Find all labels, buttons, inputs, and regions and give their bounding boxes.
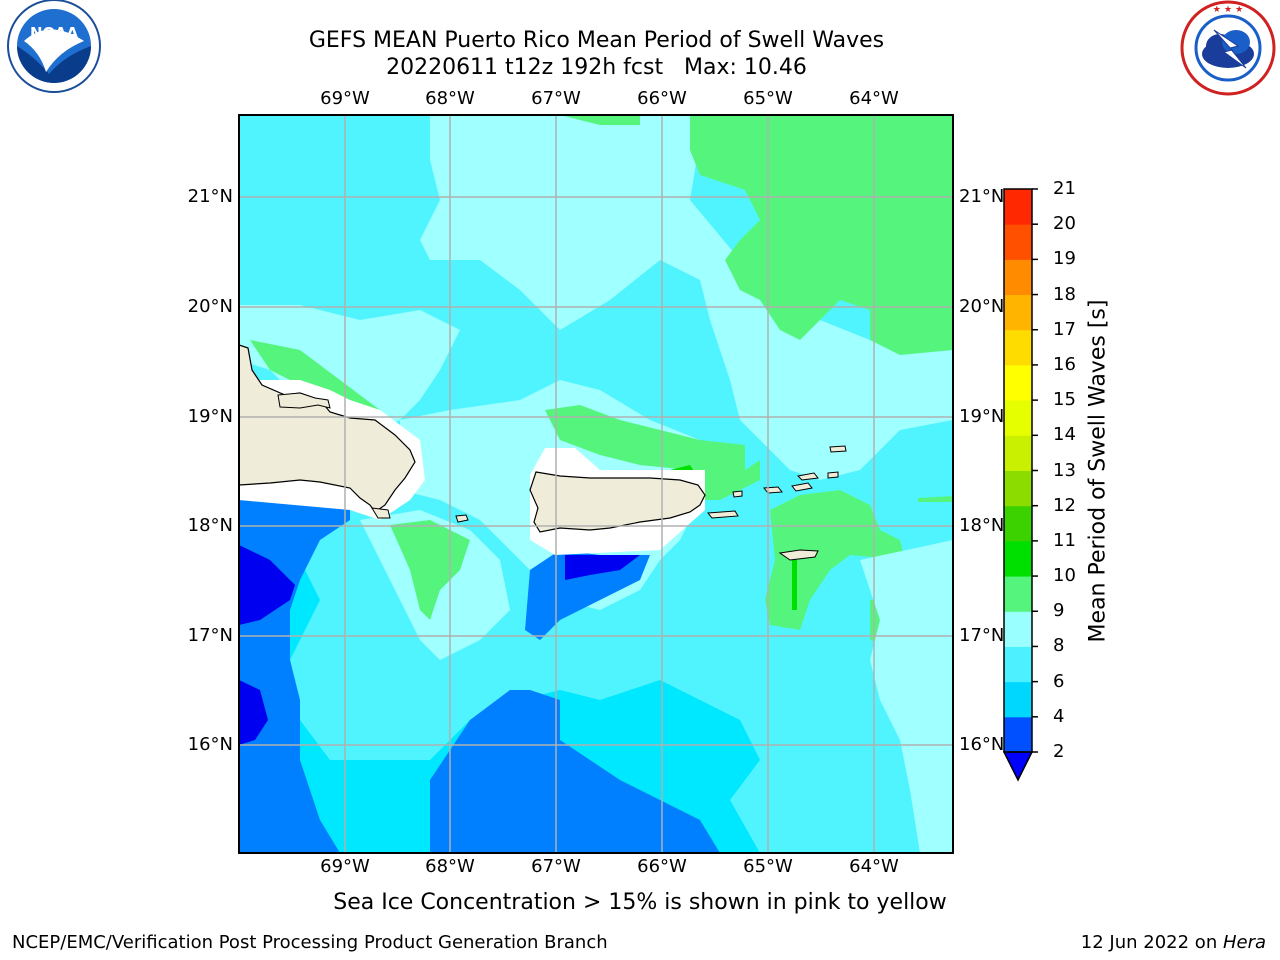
colorbar-tick-label: 13 <box>1053 459 1076 481</box>
lon-tick-label: 67°W <box>531 88 581 109</box>
lat-tick-label: 18°N <box>959 515 1005 536</box>
lon-tick-label: 67°W <box>531 856 581 877</box>
colorbar-tick-label: 11 <box>1053 529 1076 551</box>
field-blue-south-central <box>430 690 720 853</box>
colorbar-segment <box>1004 540 1032 577</box>
colorbar <box>1002 188 1038 782</box>
colorbar-tick-label: 9 <box>1053 600 1065 622</box>
footer-credit: NCEP/EMC/Verification Post Processing Pr… <box>12 932 608 953</box>
lon-tick-label: 65°W <box>743 856 793 877</box>
field-green-east <box>765 490 905 630</box>
land-anegada <box>827 471 839 479</box>
footer-host: Hera <box>1222 932 1266 953</box>
lon-tick-label: 64°W <box>849 88 899 109</box>
land-vieques <box>707 510 739 519</box>
land-virgin-islands-1 <box>763 486 783 494</box>
colorbar-tick-label: 14 <box>1053 424 1076 446</box>
field-deep-west <box>239 545 295 625</box>
field-green-east-dash3 <box>918 496 953 502</box>
colorbar-tick-label: 2 <box>1053 741 1065 762</box>
field-green-ne <box>690 115 953 355</box>
land-virgin-islands-2 <box>791 482 813 492</box>
colorbar-segment <box>1004 224 1032 260</box>
field-deep-southwest <box>239 680 268 745</box>
colorbar-segment <box>1004 329 1032 366</box>
land-saona <box>371 507 391 519</box>
colorbar-title: Mean Period of Swell Waves [s] <box>1085 299 1111 643</box>
lat-tick-label: 21°N <box>959 186 1005 207</box>
land-mona <box>455 514 469 523</box>
sea-ice-note: Sea Ice Concentration > 15% is shown in … <box>333 890 947 915</box>
colorbar-segment <box>1004 294 1032 331</box>
colorbar-segment <box>1004 576 1032 612</box>
field-green-pr <box>545 405 760 500</box>
colorbar-segment <box>1004 364 1032 401</box>
lat-tick-label: 16°N <box>959 734 1005 755</box>
field-paleblue-west <box>239 305 460 430</box>
footer-date: 12 Jun 2022 on Hera <box>1081 932 1266 953</box>
lat-tick-label: 20°N <box>959 296 1005 317</box>
lat-tick-label: 21°N <box>187 186 233 207</box>
land-culebra <box>732 490 743 498</box>
field-paleblue-east <box>860 540 953 853</box>
lon-tick-label: 69°W <box>320 856 370 877</box>
colorbar-tick-label: 19 <box>1053 248 1076 270</box>
chart-title-line2: 20220611 t12z 192h fcst Max: 10.46 <box>386 55 807 80</box>
colorbar-segment <box>1004 716 1032 753</box>
field-deep-south-pr <box>565 555 640 580</box>
colorbar-tick-label: 12 <box>1053 494 1076 516</box>
lon-tick-label: 65°W <box>743 88 793 109</box>
colorbar-segment <box>1004 435 1032 471</box>
colorbar-segment <box>1004 470 1032 507</box>
map-gridlines <box>239 115 953 853</box>
land-anguilla <box>829 445 847 453</box>
lat-tick-label: 17°N <box>959 625 1005 646</box>
lat-tick-label: 20°N <box>187 296 233 317</box>
colorbar-segment <box>1004 611 1032 647</box>
land-hispaniola-north <box>277 392 331 409</box>
lon-tick-label: 68°W <box>425 856 475 877</box>
lat-tick-label: 16°N <box>187 734 233 755</box>
colorbar-tick-label: 16 <box>1053 353 1076 375</box>
colorbar-segment <box>1004 400 1032 436</box>
lon-tick-label: 69°W <box>320 88 370 109</box>
field-cyan-south <box>239 560 760 853</box>
colorbar-segment <box>1004 681 1032 718</box>
lon-tick-label: 66°W <box>637 856 687 877</box>
colorbar-tick-label: 4 <box>1053 705 1065 727</box>
lon-tick-label: 68°W <box>425 88 475 109</box>
colorbar-segment <box>1004 646 1032 683</box>
colorbar-tick-label: 15 <box>1053 389 1076 411</box>
colorbar-segment <box>1004 189 1032 225</box>
land-st-croix <box>778 549 819 561</box>
colorbar-tick-label: 18 <box>1053 283 1076 305</box>
lat-tick-label: 18°N <box>187 515 233 536</box>
footer-date-text: 12 Jun 2022 on <box>1080 932 1223 953</box>
colorbar-tick-label: 17 <box>1053 318 1076 340</box>
map-frame <box>238 114 954 854</box>
colorbar-segment <box>1004 259 1032 296</box>
lat-tick-label: 17°N <box>187 625 233 646</box>
colorbar-tick-label: 6 <box>1053 670 1065 692</box>
lon-tick-label: 64°W <box>849 856 899 877</box>
field-green-ne-patch <box>560 115 640 125</box>
colorbar-extend-triangle <box>1002 751 1034 782</box>
chart-title-line1: GEFS MEAN Puerto Rico Mean Period of Swe… <box>308 28 885 53</box>
colorbar-tick-label: 8 <box>1053 635 1065 657</box>
lat-tick-label: 19°N <box>959 406 1005 427</box>
colorbar-tick-label: 10 <box>1053 565 1076 587</box>
colorbar-tick-label: 20 <box>1053 213 1076 235</box>
land-virgin-islands-3 <box>796 472 819 481</box>
field-brightgreen-east <box>792 560 797 610</box>
lon-tick-label: 66°W <box>637 88 687 109</box>
field-paleblue-north <box>420 115 953 480</box>
colorbar-tick-label: 21 <box>1053 178 1076 199</box>
colorbar-segment <box>1004 505 1032 542</box>
lat-tick-label: 19°N <box>187 406 233 427</box>
